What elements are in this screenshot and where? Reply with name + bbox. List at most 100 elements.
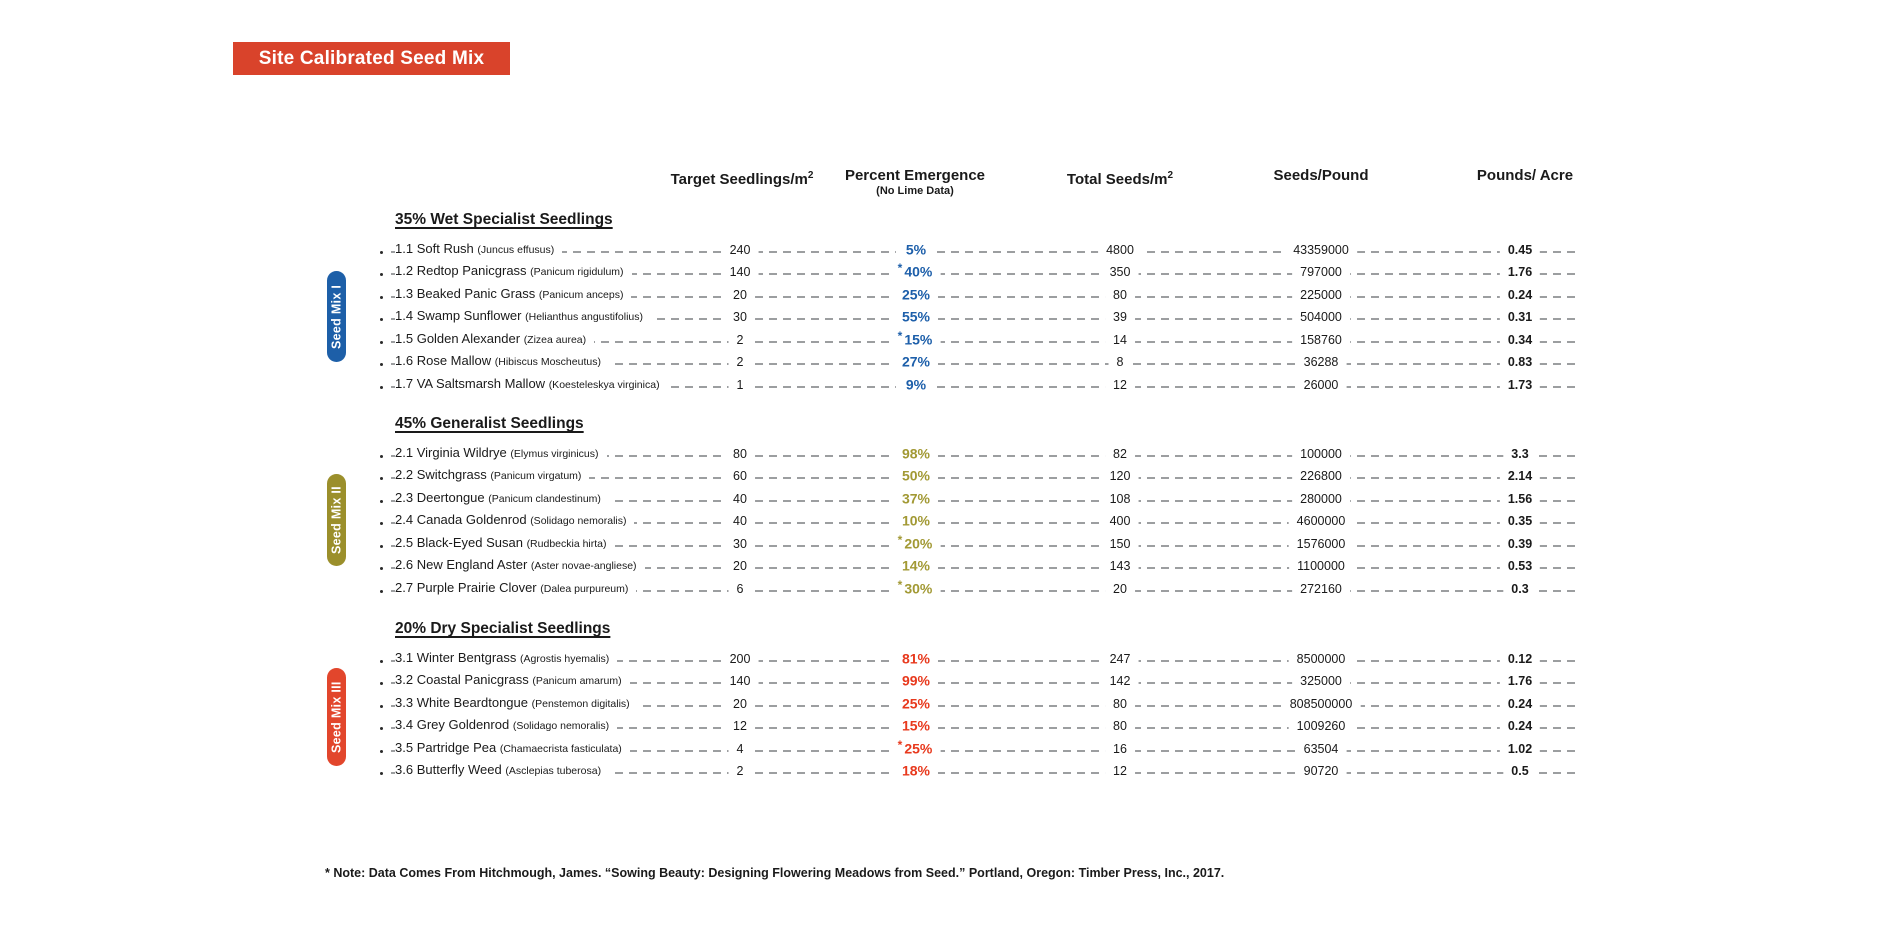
species-latin-name: (Elymus virginicus) <box>510 447 599 460</box>
total-seeds-value: 14 <box>1105 331 1135 348</box>
table-row: 3.5 Partridge Pea (Chamaecrista fasticul… <box>380 735 1580 758</box>
target-seedlings-value: 20 <box>725 558 755 574</box>
target-seedlings-value: 60 <box>725 468 755 484</box>
species-name: 2.5 Black-Eyed Susan (Rudbeckia hirta) <box>395 534 615 552</box>
species-latin-name: (Solidago nemoralis) <box>512 720 610 732</box>
row-bullet-icon <box>380 273 383 276</box>
species-common-name: Virginia Wildrye <box>416 444 507 460</box>
species-number: 2.5 <box>395 534 414 550</box>
row-bullet-icon <box>380 567 383 570</box>
species-latin-name: (Rudbeckia hirta) <box>526 537 607 550</box>
seeds-per-pound-value: 808500000 <box>1281 695 1361 712</box>
row-bullet-icon <box>380 772 383 775</box>
percent-text: 14% <box>901 558 931 574</box>
target-seedlings-value: 40 <box>725 513 755 529</box>
percent-text: 27% <box>901 354 931 370</box>
target-seedlings-value: 200 <box>721 650 759 667</box>
species-common-name: Coastal Panicgrass <box>416 672 529 687</box>
section-heading: 35% Wet Specialist Seedlings <box>395 211 613 228</box>
species-number: 3.6 <box>395 762 414 777</box>
table-row: 3.4 Grey Goldenrod (Solidago nemoralis) … <box>380 713 1580 736</box>
seeds-per-pound-value: 4600000 <box>1288 513 1354 529</box>
percent-emergence-value: 10% <box>891 508 939 529</box>
table-row: 1.7 VA Saltsmarsh Mallow (Koesteleskya v… <box>380 371 1580 394</box>
row-bullet-icon <box>380 749 383 753</box>
species-common-name: Rose Mallow <box>416 353 492 368</box>
species-common-name: Beaked Panic Grass <box>416 285 536 301</box>
column-header-label: Pounds/ Acre <box>1476 167 1574 184</box>
species-common-name: Black-Eyed Susan <box>416 534 523 550</box>
table-row: 1.6 Rose Mallow (Hibiscus Moscheutus) 2 … <box>380 349 1580 372</box>
row-bullet-icon <box>380 385 383 389</box>
asterisk-note-icon: * <box>897 261 903 276</box>
species-name: 2.6 New England Aster (Aster novae-angli… <box>395 557 645 574</box>
species-number: 1.7 <box>395 375 414 391</box>
species-name: 1.7 VA Saltsmarsh Mallow (Koesteleskya v… <box>395 375 668 393</box>
total-seeds-value: 12 <box>1105 763 1135 779</box>
species-common-name: New England Aster <box>416 557 528 572</box>
percent-text: 30% <box>904 580 933 597</box>
species-common-name: Canada Goldenrod <box>416 512 527 527</box>
percent-text: 99% <box>901 673 931 689</box>
species-latin-name: (Solidago nemoralis) <box>530 515 627 527</box>
column-header-total-seeds: Total Seeds/m2 <box>1067 166 1173 189</box>
section-heading: 20% Dry Specialist Seedlings <box>395 620 611 637</box>
total-seeds-value: 150 <box>1101 535 1139 552</box>
pounds-per-acre-value: 0.24 <box>1499 286 1541 303</box>
total-seeds-value: 39 <box>1105 309 1135 325</box>
species-name: 3.4 Grey Goldenrod (Solidago nemoralis) <box>395 717 618 734</box>
species-number: 1.6 <box>395 353 414 368</box>
target-seedlings-value: 2 <box>728 354 752 370</box>
species-latin-name: (Hibiscus Moscheutus) <box>494 356 601 368</box>
species-name: 1.6 Rose Mallow (Hibiscus Moscheutus) <box>395 353 609 370</box>
pounds-per-acre-value: 0.31 <box>1499 309 1541 325</box>
column-header-label: Target Seedlings/m <box>670 171 808 188</box>
column-header-label: Seeds/Pound <box>1273 167 1369 184</box>
table-row: 3.1 Winter Bentgrass (Agrostis hyemalis)… <box>380 645 1580 668</box>
percent-emergence-value: * 30% <box>889 575 941 597</box>
asterisk-note-icon: * <box>897 328 903 343</box>
seeds-per-pound-value: 43359000 <box>1285 241 1357 258</box>
species-latin-name: (Panicum anceps) <box>538 288 624 301</box>
percent-emergence-value: 18% <box>891 758 939 779</box>
percent-emergence-value: 37% <box>891 485 939 507</box>
percent-text: 25% <box>901 286 931 303</box>
seeds-per-pound-value: 1100000 <box>1289 558 1353 574</box>
percent-emergence-value: 81% <box>891 645 939 667</box>
table-row: 1.5 Golden Alexander (Zizea aurea) 2 * 15… <box>380 326 1580 349</box>
species-number: 2.6 <box>395 557 414 572</box>
species-name: 3.2 Coastal Panicgrass (Panicum amarum) <box>395 672 630 689</box>
percent-emergence-value: * 15% <box>889 326 941 348</box>
pounds-per-acre-value: 0.24 <box>1499 695 1541 712</box>
seed-mix-section: 35% Wet Specialist Seedlings 1.1 Soft Ru… <box>380 210 1580 393</box>
column-header-subnote: (No Lime Data) <box>876 185 954 197</box>
percent-emergence-value: 9% <box>895 371 935 393</box>
percent-text: 55% <box>901 309 931 325</box>
seeds-per-pound-value: 226800 <box>1292 468 1350 484</box>
target-seedlings-value: 12 <box>725 718 755 734</box>
table-row: 2.7 Purple Prairie Clover (Dalea purpure… <box>380 575 1580 598</box>
table-row: 3.3 White Beardtongue (Penstemon digital… <box>380 690 1580 713</box>
species-latin-name: (Dalea purpureum) <box>540 582 629 595</box>
species-latin-name: (Panicum amarum) <box>532 675 622 687</box>
percent-emergence-value: 25% <box>891 690 939 712</box>
asterisk-note-icon: * <box>897 737 903 752</box>
species-common-name: Golden Alexander <box>416 330 521 346</box>
target-seedlings-value: 2 <box>728 763 752 779</box>
target-seedlings-value: 2 <box>728 331 752 348</box>
seeds-per-pound-value: 63504 <box>1295 740 1347 757</box>
pounds-per-acre-value: 0.34 <box>1499 331 1541 348</box>
row-bullet-icon <box>380 499 383 503</box>
species-common-name: Redtop Panicgrass <box>416 263 527 278</box>
row-bullet-icon <box>380 682 383 685</box>
pounds-per-acre-value: 0.53 <box>1499 558 1541 574</box>
pounds-per-acre-value: 0.3 <box>1503 580 1537 597</box>
seeds-per-pound-value: 1576000 <box>1288 535 1354 552</box>
percent-emergence-value: * 40% <box>889 259 941 280</box>
seeds-per-pound-value: 504000 <box>1292 309 1350 325</box>
percent-text: 20% <box>904 535 933 552</box>
species-common-name: White Beardtongue <box>416 694 528 710</box>
table-row: 1.4 Swamp Sunflower (Helianthus angustif… <box>380 304 1580 327</box>
pounds-per-acre-value: 0.83 <box>1499 354 1541 370</box>
species-common-name: Swamp Sunflower <box>416 308 522 323</box>
